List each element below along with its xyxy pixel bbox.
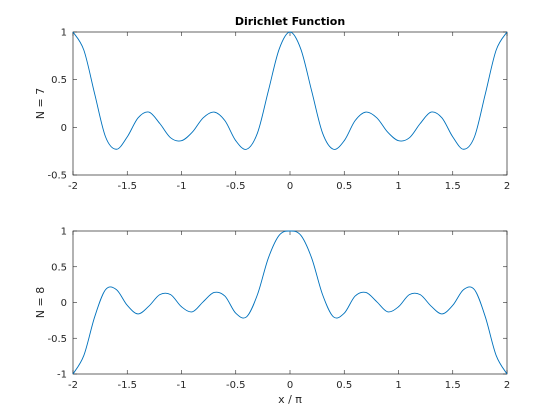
x-tick-label-top: 1.5 [445,181,461,192]
y-tick-label-top: -0.5 [47,171,67,182]
y-tick-label-bottom: 0 [61,298,67,309]
x-tick-label-top: 0.5 [336,181,352,192]
x-tick-label-top: -1 [177,181,187,192]
x-tick-label-top: 0 [287,181,293,192]
x-ticks-bottom: -2 -1.5 -1 -0.5 0 0.5 1 1.5 2 [68,231,510,391]
y-axis-label-top: N = 7 [34,88,47,119]
x-tick-label-top: 1 [395,181,401,192]
x-tick-label-top: -2 [68,181,78,192]
series-layer-top [72,31,508,150]
chart-title: Dirichlet Function [235,15,345,28]
x-tick-label-top: -0.5 [226,181,246,192]
y-tick-label-top: 0 [61,123,67,134]
y-axis-label-bottom: N = 8 [34,287,47,318]
series-line-top [72,31,508,150]
x-tick-label-bottom: 1.5 [445,380,461,391]
y-tick-label-bottom: 0.5 [51,262,67,273]
series-layer-bottom [72,230,508,375]
series-line-bottom [72,230,508,375]
y-tick-label-bottom: 1 [61,227,67,238]
x-tick-label-bottom: 0.5 [336,380,352,391]
y-tick-label-bottom: -1 [57,370,67,381]
x-tick-label-bottom: 2 [504,380,510,391]
x-tick-label-top: 2 [504,181,510,192]
axes-bottom-frame [72,230,508,375]
x-tick-label-bottom: -1.5 [117,380,137,391]
x-tick-label-bottom: -0.5 [226,380,246,391]
axes-top-frame [72,31,508,176]
axes-bottom: x / π N = 8 -2 -1.5 -1 -0.5 0 0.5 1 1.5 2 -1 -0.5… [34,227,510,407]
axes-top: Dirichlet Function N = 7 -2 -1.5 -1 -0.5 0 0.… [34,15,510,192]
x-axis-label-bottom: x / π [278,393,302,406]
y-tick-label-top: 0.5 [51,75,67,86]
x-tick-label-bottom: -1 [177,380,187,391]
x-tick-label-bottom: 0 [287,380,293,391]
y-tick-label-bottom: -0.5 [47,334,67,345]
x-tick-label-top: -1.5 [117,181,137,192]
y-tick-label-top: 1 [61,28,67,39]
y-ticks-top: -0.5 0 0.5 1 [47,28,507,182]
y-ticks-bottom: -1 -0.5 0 0.5 1 [47,227,507,381]
x-tick-label-bottom: -2 [68,380,78,391]
x-tick-label-bottom: 1 [395,380,401,391]
